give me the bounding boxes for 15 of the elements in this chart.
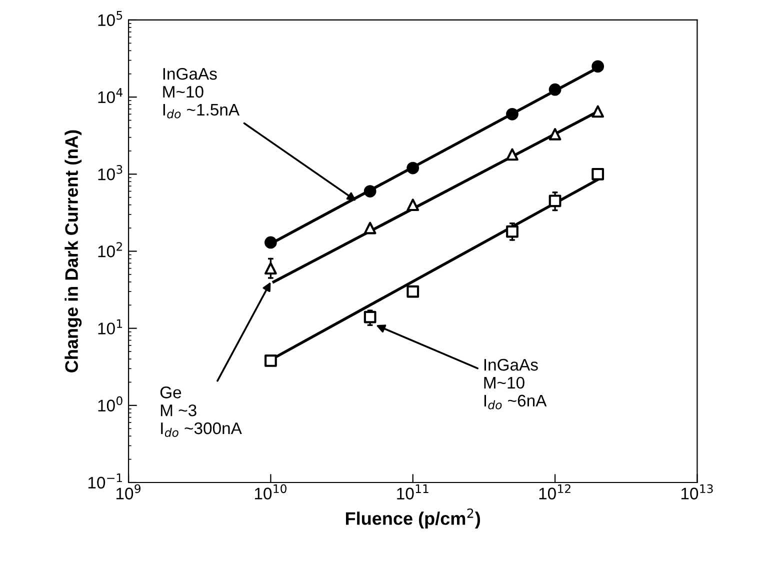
annotation: Ge M ~3 I$_{do}$ ~300nA [160, 386, 242, 437]
annotation: InGaAs M~10 I$_{do}$ ~6nA [484, 358, 547, 410]
y-tick-label: 10$^{4}$ [98, 88, 122, 104]
y-tick-label: 10$^{5}$ [98, 11, 122, 26]
y-tick-label: 10$^{1}$ [98, 319, 122, 334]
annotation: InGaAs M~10 I$_{do}$ ~1.5nA [163, 68, 240, 118]
x-tick-label: 10$^{12}$ [539, 484, 570, 500]
x-axis-title: Fluence (p/cm$^{2}$) [346, 508, 480, 528]
y-axis-title: Change in Dark Current (nA) [64, 130, 82, 372]
x-tick-label: 10$^{13}$ [681, 484, 713, 500]
y-tick-label: 10$^{0}$ [98, 396, 122, 412]
y-tick-label: 10$^{3}$ [98, 165, 122, 180]
x-tick-label: 10$^{10}$ [254, 484, 286, 500]
x-tick-label: 10$^{11}$ [397, 484, 428, 500]
y-tick-label: 10$^{2}$ [98, 242, 122, 258]
